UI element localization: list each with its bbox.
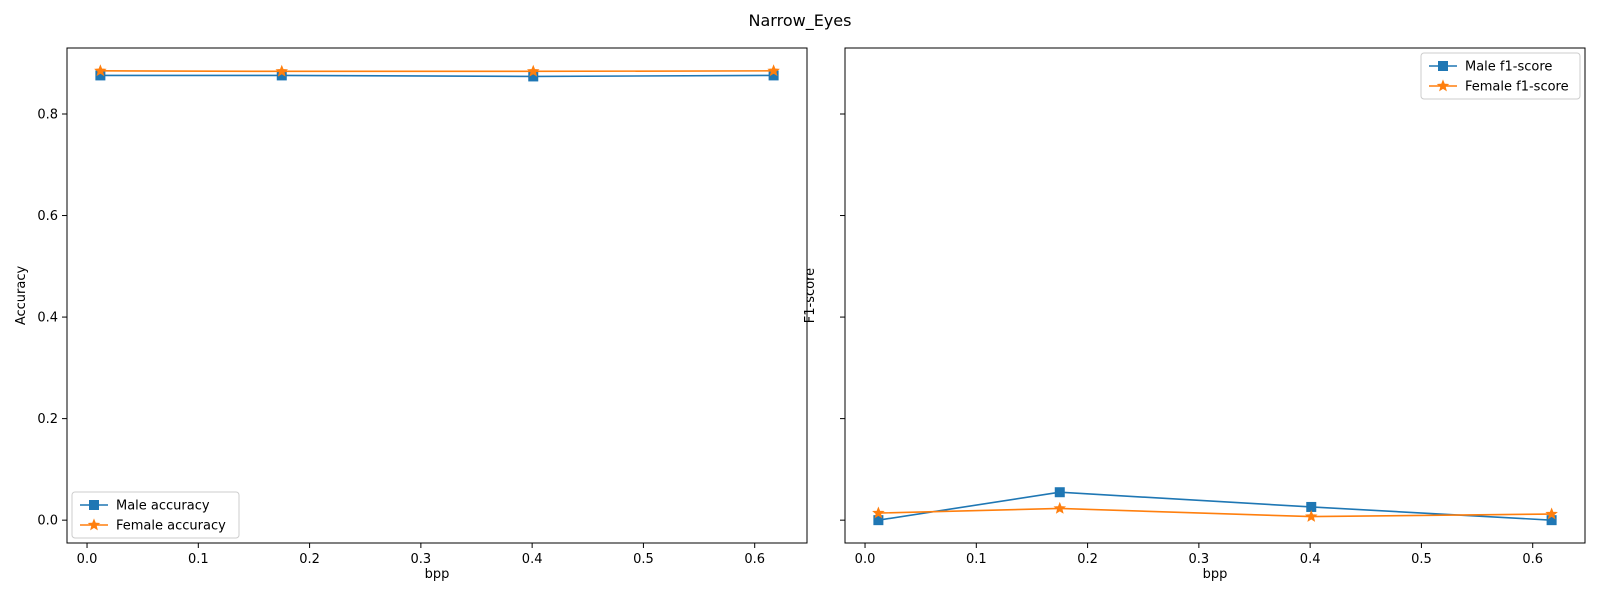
accuracy-x-tick-label: 0.0 <box>77 552 98 567</box>
f1-series-1-point <box>872 506 885 519</box>
f1-series-1-line <box>878 507 1552 518</box>
f1-x-tick-label: 0.2 <box>1077 552 1098 567</box>
accuracy-x-tick-label: 0.1 <box>188 552 209 567</box>
f1-legend-swatch-marker <box>1436 79 1450 92</box>
accuracy-series-0-line <box>100 74 774 78</box>
f1-x-tick-label: 0.3 <box>1189 552 1210 567</box>
accuracy-legend: Male accuracy Female accuracy <box>71 491 240 539</box>
accuracy-y-tick-label: 0.6 <box>37 209 58 224</box>
figure-title: Narrow_Eyes <box>749 11 852 31</box>
f1-x-tick-label: 0.0 <box>855 552 876 567</box>
f1-score-panel: 0.0 0.1 0.2 0.3 0.4 0.5 0.6 bpp F1-score Male f1-… <box>803 47 1586 582</box>
accuracy-series-1-point <box>767 64 780 77</box>
accuracy-series-1-point <box>94 64 107 77</box>
accuracy-series-1-point <box>275 64 289 77</box>
accuracy-x-tick-label: 0.6 <box>744 552 765 567</box>
f1-x-tick-label: 0.6 <box>1522 552 1543 567</box>
accuracy-legend-swatch-marker <box>87 518 101 531</box>
f1-series-1-point <box>1545 507 1558 520</box>
accuracy-panel: 0.0 0.1 0.2 0.3 0.4 0.5 0.6 0.0 0.2 0.4 0.6 0.8 bpp A… <box>14 47 808 582</box>
accuracy-legend-label: Female accuracy <box>116 519 226 534</box>
accuracy-y-tick-label: 0.2 <box>37 412 58 427</box>
f1-legend-swatch-marker <box>1438 61 1448 71</box>
f1-plot-frame <box>844 47 1586 544</box>
f1-series-1-point <box>1304 510 1318 522</box>
accuracy-x-tick-label: 0.2 <box>299 552 320 567</box>
accuracy-x-tick-label: 0.4 <box>522 552 543 567</box>
f1-x-tick-label: 0.4 <box>1300 552 1321 567</box>
f1-x-tick-label: 0.1 <box>966 552 987 567</box>
f1-legend-label: Female f1-score <box>1465 80 1569 95</box>
accuracy-series-1-point <box>526 64 540 77</box>
f1-legend-box <box>1420 52 1581 100</box>
accuracy-y-axis-label: Accuracy <box>14 266 29 326</box>
accuracy-y-tick-label: 0.0 <box>37 514 58 529</box>
f1-y-axis-label: F1-score <box>803 268 818 323</box>
accuracy-x-tick-label: 0.5 <box>633 552 654 567</box>
accuracy-x-axis-label: bpp <box>425 567 450 582</box>
f1-series-1-point <box>1053 501 1067 514</box>
f1-series-0-line <box>878 491 1552 521</box>
accuracy-plot-frame <box>66 47 808 544</box>
accuracy-series-1-line <box>100 70 774 73</box>
accuracy-legend-label: Male accuracy <box>116 499 210 514</box>
f1-x-tick-label: 0.5 <box>1411 552 1432 567</box>
f1-x-axis-label: bpp <box>1203 567 1228 582</box>
accuracy-legend-box <box>71 491 240 539</box>
f1-legend-label: Male f1-score <box>1465 60 1552 75</box>
accuracy-x-tick-label: 0.3 <box>411 552 432 567</box>
f1-series-0-point <box>1054 487 1065 498</box>
accuracy-y-tick-label: 0.4 <box>37 311 58 326</box>
f1-legend: Male f1-score Female f1-score <box>1420 52 1581 100</box>
accuracy-y-tick-label: 0.8 <box>37 108 58 123</box>
accuracy-legend-swatch-marker <box>89 500 99 510</box>
